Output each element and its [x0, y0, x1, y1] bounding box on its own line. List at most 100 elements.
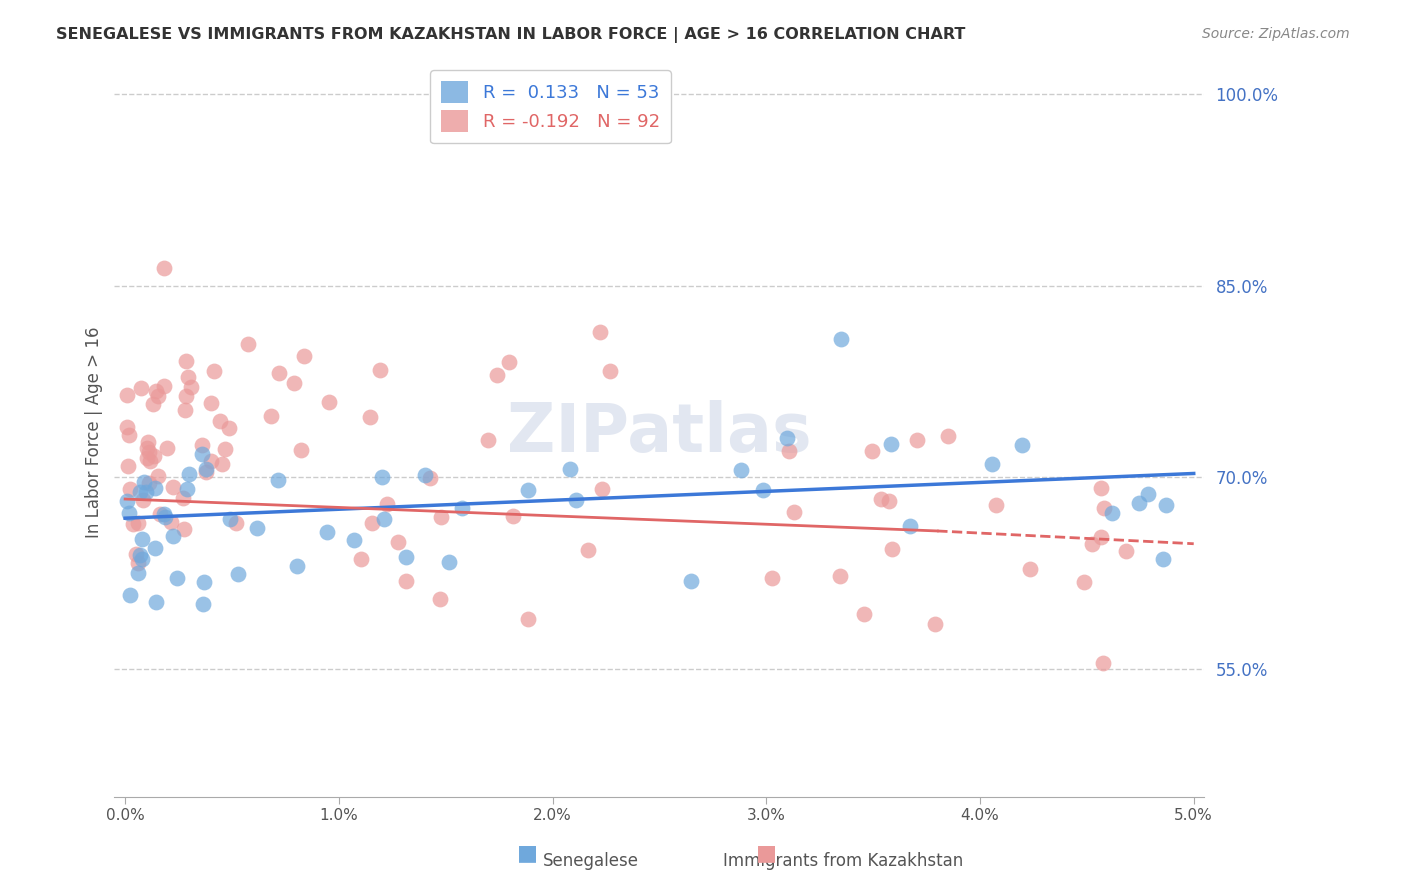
Point	[127, 516, 149, 530]
Point	[1128, 496, 1150, 510]
Point	[413, 468, 436, 483]
Point	[269, 367, 291, 381]
Point	[1101, 506, 1123, 520]
Point	[153, 507, 176, 521]
Text: Source: ZipAtlas.com: Source: ZipAtlas.com	[1202, 27, 1350, 41]
Point	[1090, 481, 1112, 495]
Point	[155, 510, 177, 524]
Point	[176, 354, 198, 368]
Point	[853, 607, 876, 621]
Point	[166, 571, 188, 585]
Point	[145, 595, 167, 609]
Point	[343, 533, 366, 548]
Point	[498, 355, 520, 369]
Point	[752, 483, 775, 497]
Point	[880, 437, 903, 451]
Point	[176, 482, 198, 496]
Point	[162, 479, 184, 493]
Point	[451, 501, 474, 516]
Text: Senegalese: Senegalese	[543, 852, 638, 870]
Point	[267, 474, 290, 488]
Point	[437, 555, 460, 569]
Point	[260, 409, 283, 423]
Point	[131, 381, 153, 395]
Point	[486, 368, 509, 382]
Point	[1115, 544, 1137, 558]
Point	[980, 457, 1002, 471]
Point	[387, 534, 409, 549]
Point	[860, 444, 883, 458]
Point	[152, 260, 174, 275]
Point	[318, 394, 340, 409]
Point	[172, 491, 194, 505]
Point	[395, 574, 418, 588]
Point	[225, 516, 247, 531]
Point	[132, 493, 155, 508]
Point	[117, 459, 139, 474]
Point	[136, 450, 159, 465]
Point	[211, 457, 233, 471]
Point	[359, 410, 381, 425]
Point	[730, 463, 752, 477]
Point	[214, 442, 236, 457]
Point	[778, 443, 800, 458]
Point	[1091, 657, 1114, 671]
Point	[115, 494, 138, 508]
Text: ■: ■	[517, 844, 537, 863]
Point	[936, 429, 959, 443]
Point	[292, 349, 315, 363]
Point	[283, 376, 305, 390]
Point	[1073, 574, 1095, 589]
Text: ZIPatlas: ZIPatlas	[508, 400, 811, 466]
Point	[138, 445, 160, 459]
Point	[143, 481, 166, 495]
Point	[565, 492, 588, 507]
Point	[118, 428, 141, 442]
Point	[218, 421, 240, 435]
Legend: R =  0.133   N = 53, R = -0.192   N = 92: R = 0.133 N = 53, R = -0.192 N = 92	[430, 70, 671, 144]
Point	[429, 591, 451, 606]
Point	[148, 469, 170, 483]
Point	[290, 443, 312, 458]
Point	[1018, 561, 1040, 575]
Point	[245, 521, 267, 535]
Point	[191, 447, 214, 461]
Point	[131, 552, 153, 566]
Point	[924, 617, 946, 632]
Point	[870, 492, 893, 507]
Point	[783, 505, 806, 519]
Point	[226, 567, 249, 582]
Point	[516, 612, 538, 626]
Point	[599, 364, 621, 378]
Point	[477, 433, 499, 447]
Point	[830, 569, 852, 583]
Point	[430, 509, 453, 524]
Y-axis label: In Labor Force | Age > 16: In Labor Force | Age > 16	[86, 326, 103, 539]
Point	[394, 550, 416, 565]
Point	[177, 467, 200, 481]
Point	[174, 389, 197, 403]
Point	[193, 574, 215, 589]
Point	[1156, 498, 1178, 512]
Point	[905, 433, 928, 447]
Point	[142, 397, 165, 411]
Point	[191, 597, 214, 611]
Point	[1092, 500, 1115, 515]
Point	[371, 470, 394, 484]
Point	[877, 494, 900, 508]
Point	[136, 435, 159, 450]
Point	[209, 414, 232, 428]
Point	[153, 378, 176, 392]
Point	[115, 419, 138, 434]
Point	[128, 484, 150, 499]
Point	[180, 380, 202, 394]
Point	[139, 454, 162, 468]
Text: Immigrants from Kazakhstan: Immigrants from Kazakhstan	[724, 852, 963, 870]
Point	[200, 396, 222, 410]
Point	[190, 438, 212, 452]
Point	[195, 462, 218, 476]
Point	[128, 548, 150, 562]
Point	[236, 336, 259, 351]
Point	[122, 517, 145, 532]
Point	[115, 388, 138, 402]
